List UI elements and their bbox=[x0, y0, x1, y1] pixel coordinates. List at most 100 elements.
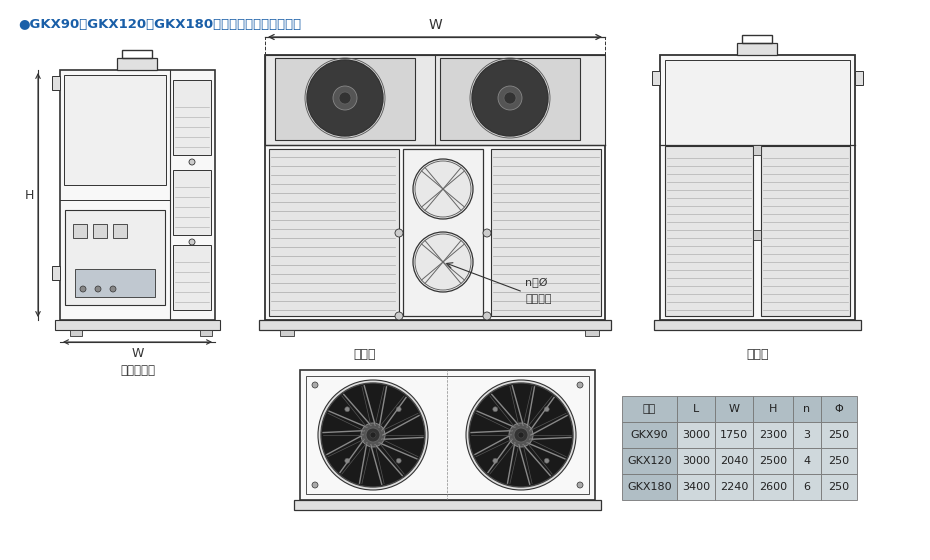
Circle shape bbox=[110, 286, 116, 292]
Bar bbox=[300, 370, 595, 500]
Bar bbox=[753, 230, 761, 240]
Bar bbox=[70, 330, 82, 336]
Circle shape bbox=[396, 407, 401, 412]
Bar bbox=[821, 474, 857, 500]
Circle shape bbox=[472, 60, 548, 136]
Bar bbox=[677, 396, 715, 422]
Bar bbox=[265, 55, 605, 320]
Bar bbox=[761, 146, 850, 316]
Bar bbox=[60, 70, 215, 320]
Text: 3400: 3400 bbox=[682, 482, 711, 492]
Bar bbox=[93, 224, 107, 238]
Circle shape bbox=[345, 458, 350, 463]
Text: Φ: Φ bbox=[834, 404, 844, 414]
Text: W: W bbox=[131, 347, 144, 360]
Circle shape bbox=[361, 423, 385, 447]
Circle shape bbox=[498, 86, 522, 110]
Bar bbox=[585, 330, 599, 336]
Text: 进风面: 进风面 bbox=[746, 348, 769, 361]
Circle shape bbox=[366, 428, 380, 442]
Text: GKX180: GKX180 bbox=[627, 482, 671, 492]
Bar bbox=[753, 422, 793, 448]
Text: 2040: 2040 bbox=[720, 456, 748, 466]
Circle shape bbox=[493, 407, 498, 412]
Text: 2300: 2300 bbox=[759, 430, 787, 440]
Text: L: L bbox=[693, 404, 699, 414]
Bar bbox=[306, 376, 589, 494]
Bar bbox=[715, 474, 753, 500]
Bar bbox=[742, 35, 772, 43]
Bar bbox=[52, 76, 60, 90]
Circle shape bbox=[318, 380, 428, 490]
Bar bbox=[75, 269, 155, 297]
Text: H: H bbox=[769, 404, 777, 414]
Bar bbox=[294, 500, 601, 510]
Text: 2240: 2240 bbox=[720, 482, 749, 492]
Text: 250: 250 bbox=[829, 456, 850, 466]
Circle shape bbox=[345, 407, 350, 412]
Bar bbox=[715, 422, 753, 448]
Circle shape bbox=[312, 382, 318, 388]
Circle shape bbox=[544, 407, 550, 412]
Text: n－Ø: n－Ø bbox=[525, 278, 548, 288]
Bar bbox=[677, 448, 715, 474]
Circle shape bbox=[483, 312, 491, 320]
Text: n: n bbox=[804, 404, 811, 414]
Text: 电器检修面: 电器检修面 bbox=[120, 364, 155, 377]
Bar bbox=[737, 43, 777, 55]
Text: 出风风阀: 出风风阀 bbox=[525, 294, 551, 304]
Text: 6: 6 bbox=[804, 482, 811, 492]
Circle shape bbox=[518, 432, 524, 438]
Text: GKX90: GKX90 bbox=[631, 430, 669, 440]
Bar bbox=[65, 210, 165, 305]
Bar bbox=[715, 448, 753, 474]
Text: ●GKX90、GKX120、GKX180全新风岗位送风机外形图: ●GKX90、GKX120、GKX180全新风岗位送风机外形图 bbox=[18, 18, 301, 31]
Circle shape bbox=[307, 60, 383, 136]
Bar bbox=[665, 60, 850, 145]
Circle shape bbox=[413, 159, 473, 219]
Bar bbox=[753, 474, 793, 500]
Bar bbox=[173, 245, 211, 310]
Bar bbox=[122, 50, 152, 58]
Bar bbox=[793, 422, 821, 448]
Circle shape bbox=[396, 458, 401, 463]
Text: W: W bbox=[728, 404, 739, 414]
Bar bbox=[660, 55, 855, 320]
Bar bbox=[715, 396, 753, 422]
Circle shape bbox=[95, 286, 101, 292]
Text: 1750: 1750 bbox=[720, 430, 748, 440]
Text: 名称: 名称 bbox=[643, 404, 657, 414]
Text: 3000: 3000 bbox=[682, 430, 710, 440]
Circle shape bbox=[321, 383, 425, 487]
Bar bbox=[403, 149, 483, 316]
Circle shape bbox=[577, 482, 583, 488]
Circle shape bbox=[80, 286, 86, 292]
Bar bbox=[52, 266, 60, 280]
Circle shape bbox=[466, 380, 576, 490]
Bar bbox=[677, 422, 715, 448]
Bar bbox=[622, 396, 677, 422]
Circle shape bbox=[395, 312, 403, 320]
Text: 250: 250 bbox=[829, 430, 850, 440]
Bar bbox=[64, 75, 166, 185]
Text: 2500: 2500 bbox=[759, 456, 787, 466]
Bar bbox=[200, 330, 212, 336]
Bar bbox=[173, 80, 211, 155]
Bar bbox=[677, 474, 715, 500]
Bar bbox=[269, 149, 399, 316]
Bar bbox=[55, 320, 220, 330]
Circle shape bbox=[189, 239, 195, 245]
Circle shape bbox=[514, 428, 528, 442]
Bar bbox=[821, 448, 857, 474]
Text: 3: 3 bbox=[804, 430, 811, 440]
Text: 3000: 3000 bbox=[682, 456, 710, 466]
Bar bbox=[280, 330, 294, 336]
Bar bbox=[855, 71, 863, 85]
Circle shape bbox=[504, 92, 516, 104]
Bar bbox=[275, 58, 415, 140]
Bar bbox=[665, 146, 753, 316]
Circle shape bbox=[312, 482, 318, 488]
Text: W: W bbox=[428, 18, 442, 32]
Circle shape bbox=[577, 382, 583, 388]
Text: 出风面: 出风面 bbox=[353, 348, 377, 361]
